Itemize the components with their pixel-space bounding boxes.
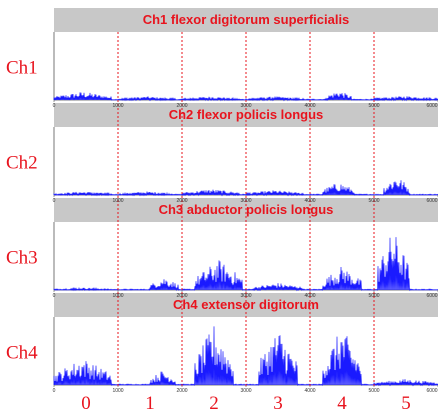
segment-label: 2 <box>209 393 219 414</box>
x-tick-label: 5000 <box>368 103 379 109</box>
emg-signal <box>53 92 438 102</box>
x-tick-label: 2000 <box>176 388 187 394</box>
x-tick-label: 6000 <box>426 388 437 394</box>
x-tick-label: 3000 <box>240 198 251 204</box>
x-tick-label: 1000 <box>112 388 123 394</box>
x-tick-label: 0 <box>53 293 56 299</box>
x-tick-label: 5000 <box>368 388 379 394</box>
x-tick-label: 2000 <box>176 103 187 109</box>
segment-label: 5 <box>401 393 411 414</box>
segment-divider-layer <box>117 32 375 388</box>
title-band <box>54 8 438 32</box>
x-tick-label: 4000 <box>304 293 315 299</box>
emg-signal <box>53 180 438 197</box>
channel-label: Ch3 <box>6 248 38 269</box>
plot-area <box>54 32 438 103</box>
x-tick-label: 5000 <box>368 198 379 204</box>
x-tick-label: 3000 <box>240 388 251 394</box>
x-tick-label: 1000 <box>112 103 123 109</box>
x-tick-label: 3000 <box>240 103 251 109</box>
x-tick-label: 4000 <box>304 103 315 109</box>
x-tick-label: 0 <box>53 103 56 109</box>
x-tick-label: 0 <box>53 388 56 394</box>
x-tick-label: 6000 <box>426 198 437 204</box>
x-tick-label: 1000 <box>112 198 123 204</box>
channel-title: Ch4 extensor digitorum <box>173 297 319 312</box>
segment-label: 0 <box>81 393 91 414</box>
segment-label: 1 <box>145 393 155 414</box>
title-band <box>54 103 438 127</box>
channel-label: Ch4 <box>6 343 38 364</box>
segment-label: 3 <box>273 393 283 414</box>
x-tick-label: 3000 <box>240 293 251 299</box>
plot-area <box>54 127 438 198</box>
x-tick-label: 1000 <box>112 293 123 299</box>
x-tick-label: 2000 <box>176 198 187 204</box>
x-tick-label: 0 <box>53 198 56 204</box>
x-tick-label: 6000 <box>426 103 437 109</box>
x-tick-label: 2000 <box>176 293 187 299</box>
channel-title: Ch1 flexor digitorum superficialis <box>143 12 350 27</box>
x-tick-label: 5000 <box>368 293 379 299</box>
channel-label: Ch2 <box>6 153 38 174</box>
segment-label: 4 <box>337 393 347 414</box>
x-tick-label: 4000 <box>304 388 315 394</box>
channel-title: Ch3 abductor policis longus <box>159 202 334 217</box>
x-tick-label: 4000 <box>304 198 315 204</box>
channel-label: Ch1 <box>6 58 38 79</box>
x-tick-label: 6000 <box>426 293 437 299</box>
channel-title: Ch2 flexor policis longus <box>169 107 324 122</box>
